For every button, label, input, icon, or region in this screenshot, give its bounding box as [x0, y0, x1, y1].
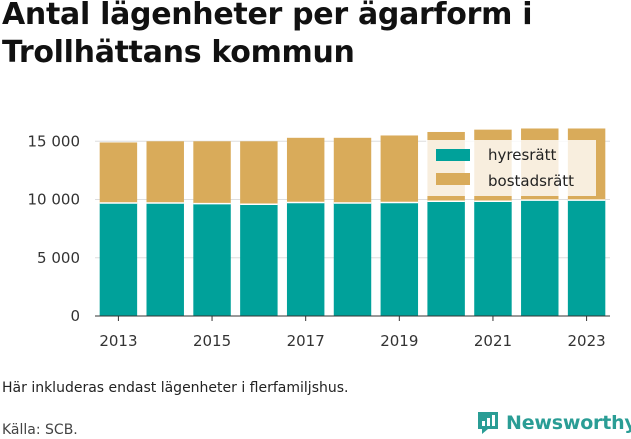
bar-hyresratt-2014 [146, 203, 184, 316]
bar-hyresratt-2017 [286, 202, 325, 316]
x-tick-label: 2017 [287, 332, 325, 350]
x-tick-label: 2021 [474, 332, 512, 350]
legend: hyresrätt bostadsrätt [426, 140, 596, 196]
bar-bostadsratt-2016 [240, 141, 278, 205]
bar-hyresratt-2021 [474, 201, 512, 316]
bar-hyresratt-2022 [521, 200, 559, 316]
legend-swatch-hyresratt [436, 149, 470, 161]
x-tick-label: 2015 [193, 332, 231, 350]
x-axis-labels: 2013 2015 2017 2019 2021 2023 [99, 316, 606, 350]
legend-label-bostadsratt: bostadsrätt [488, 172, 574, 190]
bar-bostadsratt-2019 [380, 135, 419, 203]
y-tick-label: 0 [70, 307, 80, 325]
bar-bostadsratt-2015 [193, 141, 231, 204]
brand-logo: Newsworthy [476, 409, 631, 437]
bar-hyresratt-2013 [99, 203, 138, 316]
bar-bostadsratt-2017 [286, 137, 325, 203]
legend-swatch-bostadsratt [436, 173, 470, 185]
bar-hyresratt-2016 [240, 204, 278, 316]
bar-bostadsratt-2018 [333, 137, 372, 204]
legend-label-hyresratt: hyresrätt [488, 146, 557, 164]
bar-bostadsratt-2013 [99, 142, 138, 204]
y-tick-label: 5 000 [37, 249, 80, 267]
brand-name: Newsworthy [506, 412, 631, 434]
source-label: Källa: SCB. [2, 422, 78, 438]
bar-hyresratt-2018 [333, 203, 372, 316]
bar-hyresratt-2015 [193, 203, 231, 316]
y-axis-labels: 0 5 000 10 000 15 000 [28, 132, 81, 325]
bar-bostadsratt-2014 [146, 141, 184, 204]
bar-hyresratt-2019 [380, 202, 419, 316]
y-tick-label: 15 000 [28, 132, 81, 150]
bar-hyresratt-2020 [427, 201, 465, 316]
y-tick-label: 10 000 [28, 191, 81, 209]
x-tick-label: 2013 [99, 332, 137, 350]
x-tick-label: 2023 [567, 332, 605, 350]
x-tick-label: 2019 [380, 332, 418, 350]
bar-hyresratt-2023 [567, 200, 606, 316]
chart-title: Antal lägenheter per ägarform i Trollhät… [2, 0, 533, 70]
footnote: Här inkluderas endast lägenheter i flerf… [2, 380, 349, 396]
newsworthy-logo-icon [478, 412, 498, 434]
